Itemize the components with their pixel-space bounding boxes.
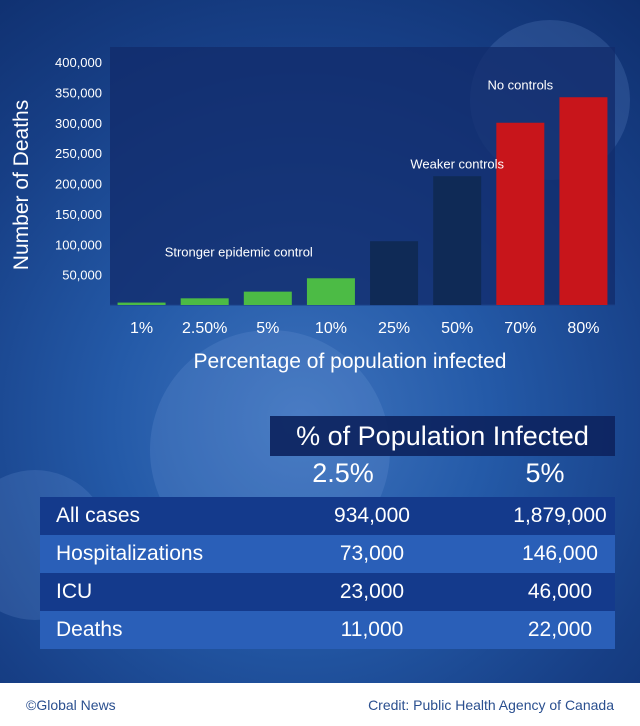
row-value-5: 46,000 (527, 580, 593, 603)
y-axis-label: Number of Deaths (10, 100, 33, 270)
table-row: Deaths 11,000 22,000 (40, 611, 615, 649)
bar-50 (433, 176, 482, 305)
footer: ©Global News Credit: Public Health Agenc… (0, 683, 640, 726)
deaths-bar-chart: 400,000 350,000 300,000 250,000 200,000 150,0… (10, 55, 615, 373)
x-tick-label: 10% (315, 320, 347, 337)
x-tick-label: 70% (504, 320, 536, 337)
y-tick-label: 150,000 (55, 207, 102, 222)
bar-250 (180, 298, 229, 305)
credit-text: Credit: Public Health Agency of Canada (368, 697, 614, 713)
row-value-2-5: 73,000 (339, 542, 405, 565)
y-tick-label: 250,000 (55, 146, 102, 161)
y-tick-label: 400,000 (55, 55, 102, 70)
x-tick-label: 1% (130, 320, 153, 337)
bar-1 (117, 302, 166, 305)
y-tick-label: 50,000 (62, 268, 102, 283)
table-row: All cases 934,000 1,879,000 (40, 497, 615, 535)
annotation-label: Weaker controls (410, 156, 504, 171)
y-tick-label: 300,000 (55, 116, 102, 131)
infographic-background: 400,000 350,000 300,000 250,000 200,000 150,0… (0, 0, 640, 683)
bar-5 (243, 291, 292, 305)
row-label: Deaths (56, 618, 123, 641)
x-tick-label: 5% (256, 320, 279, 337)
bar-10 (306, 278, 355, 305)
table-header: % of Population Infected (270, 416, 615, 456)
x-axis-label: Percentage of population infected (194, 350, 507, 373)
row-value-5: 22,000 (527, 618, 593, 641)
y-tick-label: 350,000 (55, 85, 102, 100)
x-tick-label: 50% (441, 320, 473, 337)
annotation-label: No controls (487, 77, 553, 92)
table-row: Hospitalizations 73,000 146,000 (40, 535, 615, 573)
x-tick-label: 2.50% (182, 320, 227, 337)
row-value-5: 146,000 (522, 542, 598, 565)
row-value-2-5: 11,000 (340, 618, 404, 641)
y-tick-label: 200,000 (55, 177, 102, 192)
x-tick-label: 25% (378, 320, 410, 337)
row-label: ICU (56, 580, 93, 603)
row-label: All cases (56, 504, 141, 527)
bar-70 (496, 122, 545, 305)
row-value-5: 1,879,000 (513, 504, 607, 527)
column-header-5: 5% (525, 458, 565, 488)
annotation-label: Stronger epidemic control (165, 244, 313, 259)
bar-80 (559, 97, 608, 305)
x-tick-label: 80% (567, 320, 599, 337)
column-header-2-5: 2.5% (312, 458, 374, 488)
copyright-text: ©Global News (26, 697, 116, 713)
y-tick-label: 100,000 (55, 237, 102, 252)
bar-25 (370, 241, 419, 305)
row-value-2-5: 934,000 (334, 504, 410, 527)
row-label: Hospitalizations (56, 542, 204, 565)
row-value-2-5: 23,000 (339, 580, 405, 603)
table-row: ICU 23,000 46,000 (40, 573, 615, 611)
